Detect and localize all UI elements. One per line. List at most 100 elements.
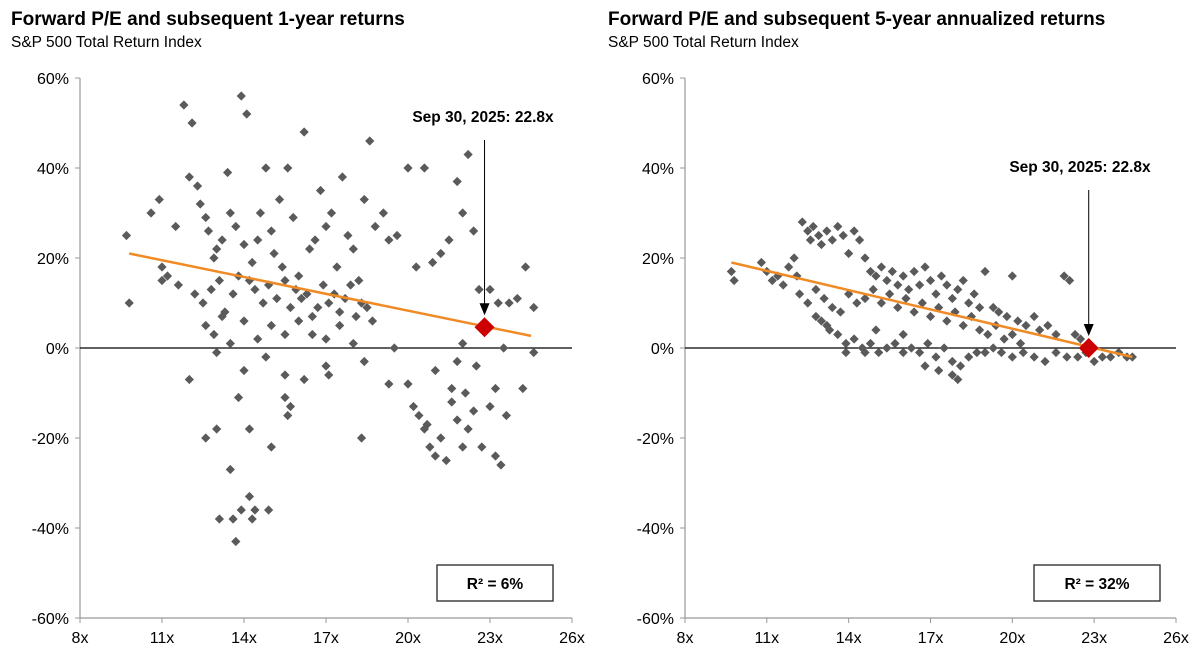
scatter-point: [485, 284, 495, 295]
scatter-point: [1040, 356, 1050, 367]
scatter-point: [321, 361, 331, 371]
scatter-point: [294, 271, 304, 281]
scatter-point: [441, 455, 451, 466]
scatter-point: [925, 311, 936, 322]
scatter-point: [285, 302, 296, 313]
scatter-point: [512, 293, 522, 304]
scatter-point: [283, 410, 293, 421]
scatter-point: [195, 199, 205, 209]
scatter-point: [239, 239, 249, 250]
scatter-point: [920, 361, 930, 371]
scatter-point: [1007, 352, 1017, 362]
y-tick-label: 0%: [651, 341, 674, 358]
scatter-point: [408, 401, 419, 412]
scatter-point: [223, 167, 233, 178]
scatter-point: [958, 275, 968, 286]
scatter-point: [1089, 356, 1099, 367]
scatter-point: [403, 379, 413, 389]
scatter-point: [496, 460, 506, 470]
scatter-point: [469, 406, 479, 416]
scatter-point: [871, 271, 881, 281]
scatter-point: [871, 325, 881, 335]
y-tick-label: 20%: [37, 251, 69, 268]
scatter-point: [822, 226, 832, 236]
scatter-point: [920, 262, 930, 272]
scatter-point: [893, 302, 903, 313]
scatter-point: [898, 329, 908, 340]
scatter-point: [414, 410, 424, 421]
scatter-point: [964, 352, 974, 362]
scatter-point: [201, 320, 211, 331]
scatter-point: [898, 347, 908, 358]
scatter-point: [1021, 320, 1031, 331]
scatter-point: [266, 320, 276, 331]
scatter-point: [477, 442, 487, 452]
scatter-point: [307, 311, 317, 322]
x-tick-label: 17x: [313, 630, 339, 647]
scatter-point: [898, 271, 908, 281]
scatter-point: [726, 266, 736, 277]
right-scatter-chart: 60% 40% 20% 0% -20% -40% -60%8x 11x 14x 17x 20x 23x…: [637, 71, 1189, 647]
scatter-point: [1105, 352, 1116, 362]
x-tick-label: 23x: [477, 630, 503, 647]
scatter-point: [767, 275, 777, 286]
scatter-point: [975, 302, 985, 313]
scatter-point: [225, 464, 235, 475]
scatter-point: [285, 401, 296, 412]
scatter-point: [280, 329, 290, 340]
scatter-point: [1043, 320, 1053, 331]
scatter-point: [953, 374, 963, 385]
scatter-point: [283, 163, 293, 173]
y-tick-label: -40%: [637, 521, 674, 538]
scatter-point: [389, 343, 399, 353]
scatter-point: [936, 271, 947, 281]
scatter-point: [458, 338, 468, 349]
r-squared-label: R² = 6%: [467, 576, 524, 593]
scatter-point: [228, 514, 238, 524]
scatter-point: [934, 302, 944, 313]
scatter-point: [469, 226, 479, 236]
scatter-point: [212, 424, 222, 434]
scatter-point: [904, 284, 914, 295]
scatter-point: [865, 338, 876, 349]
left-chart-subtitle: S&P 500 Total Return Index: [11, 34, 202, 51]
x-tick-label: 26x: [1163, 630, 1189, 647]
scatter-point: [255, 208, 265, 218]
scatter-point: [214, 514, 224, 524]
scatter-point: [184, 172, 194, 182]
scatter-point: [520, 262, 531, 272]
y-tick-label: 0%: [46, 341, 69, 358]
scatter-point: [808, 221, 818, 232]
scatter-point: [841, 338, 851, 349]
scatter-point: [272, 293, 282, 304]
scatter-point: [980, 266, 990, 277]
scatter-point: [266, 442, 276, 452]
scatter-point: [827, 235, 837, 245]
scatter-point: [362, 302, 372, 313]
scatter-point: [261, 163, 271, 173]
scatter-point: [436, 248, 446, 259]
y-tick-label: 60%: [37, 71, 69, 88]
scatter-point: [909, 266, 919, 277]
scatter-point: [419, 163, 429, 173]
scatter-point: [805, 235, 816, 245]
y-tick-label: -20%: [637, 431, 674, 448]
y-tick-label: 40%: [642, 161, 674, 178]
scatter-point: [955, 361, 966, 371]
scatter-point: [192, 181, 203, 191]
scatter-point: [925, 275, 936, 286]
scatter-point: [1013, 316, 1023, 326]
y-tick-label: 20%: [642, 251, 674, 268]
scatter-point: [868, 284, 878, 295]
scatter-point: [244, 424, 255, 434]
scatter-point: [269, 248, 279, 259]
scatter-point: [337, 172, 347, 182]
scatter-point: [124, 298, 134, 308]
scatter-point: [436, 433, 446, 443]
scatter-point: [816, 239, 826, 250]
scatter-point: [378, 208, 388, 218]
scatter-point: [212, 347, 222, 358]
scatter-point: [447, 383, 457, 394]
scatter-point: [346, 280, 356, 290]
